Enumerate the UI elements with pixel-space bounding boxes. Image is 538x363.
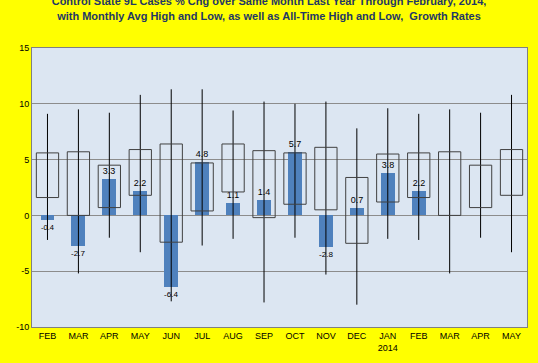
svg-text:10: 10 xyxy=(19,99,29,109)
svg-text:JAN2014: JAN2014 xyxy=(378,331,398,353)
svg-text:3.3: 3.3 xyxy=(103,166,116,176)
svg-text:2.2: 2.2 xyxy=(134,178,147,188)
svg-text:JUL: JUL xyxy=(194,331,210,341)
svg-text:SEP: SEP xyxy=(255,331,273,341)
svg-text:1.1: 1.1 xyxy=(227,190,240,200)
svg-text:3.8: 3.8 xyxy=(382,160,395,170)
svg-text:JUN: JUN xyxy=(162,331,180,341)
svg-text:-2.7: -2.7 xyxy=(71,249,85,258)
svg-text:4.8: 4.8 xyxy=(196,149,209,159)
svg-text:NOV: NOV xyxy=(316,331,336,341)
svg-text:-2.8: -2.8 xyxy=(319,250,333,259)
svg-text:5: 5 xyxy=(24,155,29,165)
svg-text:FEB: FEB xyxy=(410,331,428,341)
svg-text:-5: -5 xyxy=(21,266,29,276)
svg-text:15: 15 xyxy=(19,43,29,53)
svg-text:APR: APR xyxy=(471,331,490,341)
svg-text:MAR: MAR xyxy=(440,331,461,341)
svg-text:Control State 9L Cases % Chg o: Control State 9L Cases % Chg over Same M… xyxy=(52,0,487,22)
svg-text:DEC: DEC xyxy=(347,331,367,341)
svg-text:OCT: OCT xyxy=(285,331,305,341)
svg-text:MAR: MAR xyxy=(68,331,89,341)
svg-text:AUG: AUG xyxy=(223,331,243,341)
svg-text:MAY: MAY xyxy=(502,331,521,341)
svg-text:MAY: MAY xyxy=(131,331,150,341)
svg-text:0.7: 0.7 xyxy=(351,195,364,205)
svg-text:APR: APR xyxy=(100,331,119,341)
svg-text:FEB: FEB xyxy=(39,331,57,341)
svg-text:-0.4: -0.4 xyxy=(41,223,54,232)
svg-text:1.4: 1.4 xyxy=(258,187,271,197)
svg-text:-6.4: -6.4 xyxy=(164,290,178,299)
svg-text:5.7: 5.7 xyxy=(289,139,302,149)
svg-text:-10: -10 xyxy=(16,322,29,332)
svg-text:0: 0 xyxy=(24,211,29,221)
svg-text:2.2: 2.2 xyxy=(413,178,426,188)
